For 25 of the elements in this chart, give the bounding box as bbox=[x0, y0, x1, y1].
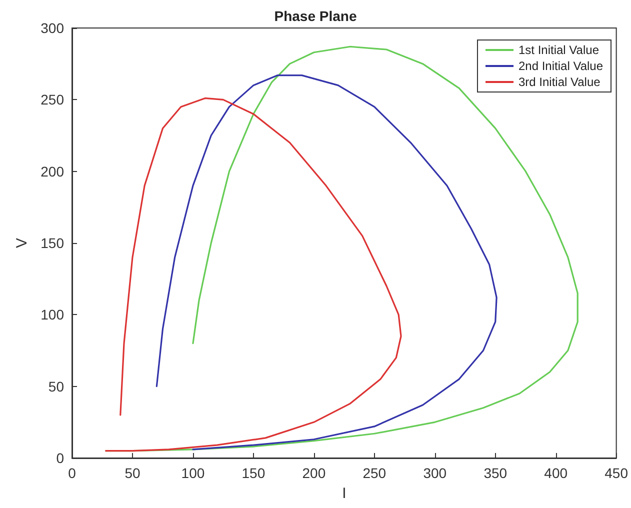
x-tick-label: 400 bbox=[544, 465, 568, 481]
y-tick-label: 50 bbox=[48, 378, 64, 394]
x-tick-label: 300 bbox=[423, 465, 447, 481]
y-tick-label: 300 bbox=[40, 20, 64, 36]
legend-label: 2nd Initial Value bbox=[518, 59, 604, 73]
legend-label: 1st Initial Value bbox=[518, 43, 600, 57]
y-tick-label: 0 bbox=[56, 450, 64, 466]
x-tick-label: 100 bbox=[181, 465, 205, 481]
x-tick-label: 200 bbox=[302, 465, 326, 481]
y-tick-label: 100 bbox=[40, 306, 64, 323]
x-tick-label: 350 bbox=[484, 465, 508, 481]
x-tick-label: 0 bbox=[68, 465, 76, 481]
line-series bbox=[105, 97, 402, 452]
x-tick-label: 450 bbox=[604, 465, 628, 481]
x-axis-title: I bbox=[342, 485, 346, 502]
x-tick-label: 150 bbox=[242, 465, 266, 481]
y-tick-label: 200 bbox=[40, 163, 64, 180]
y-tick-label: 250 bbox=[40, 92, 64, 108]
x-tick-label: 250 bbox=[362, 465, 386, 481]
y-tick-label: 150 bbox=[40, 235, 64, 251]
x-tick-label: 50 bbox=[124, 465, 140, 481]
y-axis-title: V bbox=[14, 238, 31, 248]
chart-title: Phase Plane bbox=[274, 8, 357, 24]
line-series bbox=[156, 74, 498, 450]
legend-label: 3rd Initial Value bbox=[518, 75, 601, 89]
